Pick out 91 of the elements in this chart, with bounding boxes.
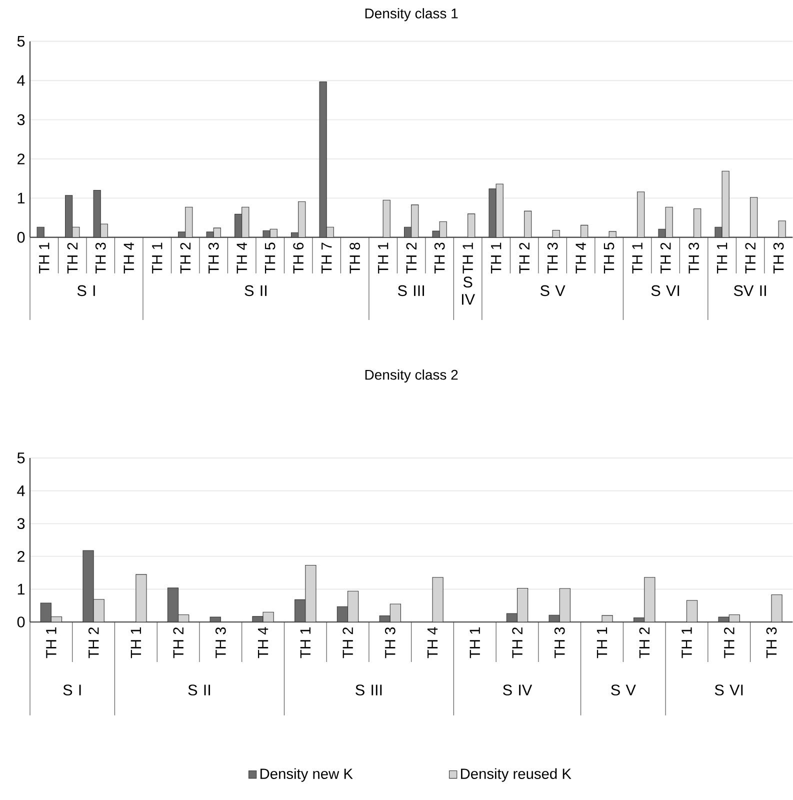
x-tick-label: TH 1	[716, 242, 727, 274]
text: S II	[244, 285, 266, 296]
x-tick-label: TH 4	[427, 627, 438, 658]
x-tick-label: TH 1	[596, 627, 607, 658]
y-tick-label: 4	[16, 486, 25, 496]
x-tick-label: TH 2	[406, 242, 416, 274]
text: S VI	[651, 285, 679, 296]
bar	[552, 230, 560, 238]
x-tick-label: TH 3	[547, 242, 558, 274]
legend-label: Density reused K	[460, 768, 572, 782]
bar	[135, 574, 147, 622]
bar	[750, 197, 758, 238]
x-tick-label: TH 1	[490, 242, 501, 274]
x-tick-label: TH 4	[258, 627, 268, 658]
text: S VI	[714, 684, 742, 696]
x-tick-label: TH 2	[342, 627, 353, 658]
bar	[580, 224, 588, 238]
text: S III	[398, 285, 424, 296]
bar	[36, 226, 44, 238]
x-tick-label: TH 5	[264, 242, 276, 274]
x-tick-label: TH 2	[519, 242, 530, 274]
x-tick-label: TH 8	[350, 242, 360, 274]
x-tick-label: TH 2	[173, 627, 184, 658]
text: SV II	[734, 285, 766, 296]
y-tick-label: 3	[17, 114, 24, 126]
x-tick-label: TH 3	[208, 242, 219, 274]
chart-title: Density class 1	[365, 8, 458, 22]
y-tick-label: 2	[17, 551, 24, 562]
text: S IV	[502, 684, 532, 696]
y-tick-label: 5	[17, 36, 24, 47]
y-tick-label: 3	[17, 518, 24, 530]
bar	[467, 214, 476, 238]
x-tick-label: TH 3	[384, 627, 396, 658]
text: S III	[355, 684, 382, 696]
text: S V	[540, 285, 566, 296]
bar	[602, 615, 613, 622]
x-tick-label: TH 2	[745, 242, 756, 274]
x-tick-label: TH 1	[152, 242, 162, 274]
x-tick-label: TH 3	[766, 627, 777, 658]
x-tick-label: TH 2	[639, 627, 650, 658]
x-tick-label: TH 3	[215, 627, 226, 658]
text: S V	[610, 684, 636, 696]
x-tick-label: TH 4	[124, 242, 134, 274]
x-tick-label: TH 3	[434, 242, 445, 274]
x-tick-label: TH 7	[321, 242, 332, 274]
x-tick-label: TH 6	[293, 242, 304, 274]
y-tick-label: 1	[18, 584, 24, 594]
x-tick-label: TH 5	[604, 242, 614, 274]
x-tick-label: TH 2	[180, 242, 190, 274]
bar	[432, 577, 444, 622]
bar	[524, 210, 532, 238]
bar	[686, 600, 698, 622]
bar	[382, 200, 390, 238]
x-tick-label: TH 2	[660, 242, 671, 274]
x-tick-label: TH 1	[682, 627, 692, 658]
x-tick-label: TH 4	[576, 242, 586, 274]
text: S IV	[462, 276, 475, 305]
x-tick-label: TH 1	[130, 627, 141, 658]
x-tick-label: TH 1	[46, 627, 56, 658]
x-tick-label: TH 3	[95, 242, 106, 274]
x-tick-label: TH 1	[378, 242, 388, 274]
x-tick-label: TH 1	[300, 627, 310, 658]
y-tick-label: 0	[17, 232, 25, 243]
text: S I	[77, 285, 95, 296]
chart-title: Density class 2	[365, 369, 458, 383]
y-tick-label: 0	[17, 616, 25, 628]
x-tick-label: TH 3	[554, 627, 565, 658]
bar	[636, 192, 644, 238]
x-tick-label: TH 2	[512, 627, 522, 658]
bar	[771, 594, 782, 622]
x-tick-label: TH 3	[773, 242, 784, 274]
y-tick-label: 5	[17, 452, 24, 464]
bar	[608, 231, 616, 238]
x-tick-label: TH 4	[236, 242, 247, 274]
bar	[693, 208, 701, 238]
x-tick-label: TH 1	[632, 242, 642, 274]
bar	[210, 616, 221, 622]
x-tick-label: TH 1	[462, 242, 473, 274]
y-tick-label: 2	[17, 154, 24, 164]
text: S I	[63, 684, 81, 696]
x-tick-label: TH 3	[688, 242, 699, 274]
x-tick-label: TH 2	[88, 627, 99, 658]
text: S II	[188, 684, 210, 696]
x-tick-label: TH 1	[38, 242, 50, 274]
y-tick-label: 4	[16, 75, 25, 86]
bar	[778, 220, 786, 238]
y-tick-label: 1	[18, 192, 24, 204]
legend-label: Density new K	[260, 768, 353, 782]
x-tick-label: TH 1	[470, 627, 480, 658]
x-tick-label: TH 2	[724, 627, 734, 658]
x-tick-label: TH 2	[67, 242, 78, 274]
